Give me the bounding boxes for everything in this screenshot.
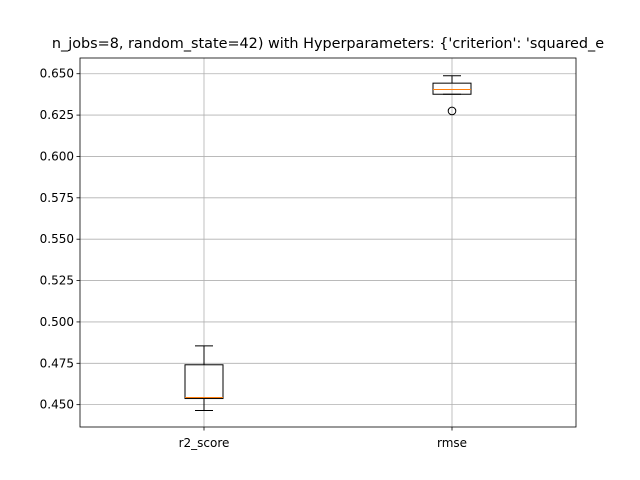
y-tick-label: 0.550 [40, 232, 74, 246]
x-tick-label: r2_score [179, 436, 230, 450]
plot-area: 0.450 0.475 0.500 0.525 0.550 0.575 0.600 0.625… [40, 57, 577, 450]
y-tick-label: 0.500 [40, 315, 74, 329]
y-tick-label: 0.650 [40, 67, 74, 81]
chart-title: n_jobs=8, random_state=42) with Hyperpar… [52, 36, 604, 52]
y-tick-label: 0.475 [40, 356, 74, 370]
box-rmse [432, 82, 472, 95]
y-tick-label: 0.625 [40, 108, 74, 122]
y-tick-label: 0.575 [40, 191, 74, 205]
y-tick-label: 0.525 [40, 274, 74, 288]
y-tick-label: 0.450 [40, 398, 74, 412]
box-r2_score [184, 364, 224, 400]
axes-frame [79, 57, 577, 428]
x-tick-label: rmse [437, 436, 467, 450]
y-tick-label: 0.600 [40, 149, 74, 163]
outlier-point [447, 106, 457, 116]
